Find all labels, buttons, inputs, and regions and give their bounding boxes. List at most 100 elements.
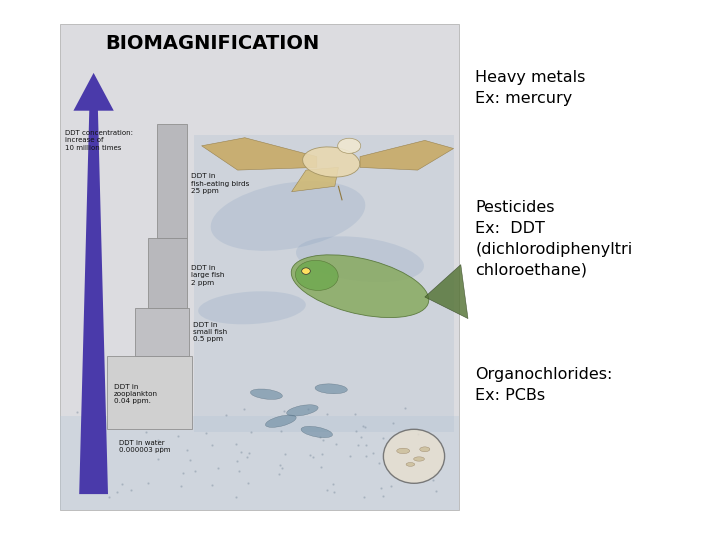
Point [307, 453, 319, 462]
Point [230, 440, 242, 449]
Point [428, 470, 440, 478]
Point [173, 431, 184, 440]
Point [155, 443, 166, 451]
Point [241, 453, 253, 461]
Bar [60, 24, 459, 510]
Point [220, 410, 231, 419]
Point [111, 488, 122, 496]
Ellipse shape [302, 268, 310, 274]
Ellipse shape [266, 415, 296, 427]
Point [117, 423, 128, 432]
Point [274, 461, 286, 470]
Text: DDT in
small fish
0.5 ppm: DDT in small fish 0.5 ppm [193, 322, 227, 342]
Point [181, 446, 193, 455]
Point [357, 422, 369, 430]
Ellipse shape [420, 447, 430, 451]
Point [314, 433, 325, 442]
Point [206, 481, 217, 489]
Point [360, 451, 372, 460]
Ellipse shape [413, 457, 424, 461]
Ellipse shape [383, 429, 444, 483]
Point [377, 491, 389, 500]
Text: BIOMAGNIFICATION: BIOMAGNIFICATION [105, 33, 320, 53]
Point [238, 404, 250, 413]
Point [120, 421, 132, 430]
Point [177, 469, 189, 477]
Bar [148, 238, 187, 308]
Point [427, 476, 438, 485]
Point [352, 441, 364, 450]
Ellipse shape [406, 462, 415, 466]
Point [317, 436, 328, 444]
Point [233, 467, 244, 475]
Ellipse shape [301, 427, 333, 437]
Bar [60, 416, 459, 510]
Point [90, 485, 102, 494]
Text: DDT concentration:
increase of
10 million times: DDT concentration: increase of 10 millio… [65, 130, 132, 151]
Point [278, 407, 289, 415]
Point [153, 436, 164, 444]
Point [212, 464, 224, 472]
Bar [157, 124, 187, 238]
Point [385, 482, 397, 490]
Point [139, 414, 150, 423]
Point [375, 484, 387, 492]
Point [275, 427, 287, 435]
Point [153, 454, 164, 463]
Point [387, 418, 398, 427]
Ellipse shape [315, 384, 347, 394]
Point [327, 480, 338, 488]
Text: DDT in
zooplankton
0.04 ppm.: DDT in zooplankton 0.04 ppm. [114, 384, 158, 404]
Polygon shape [73, 73, 114, 494]
Point [377, 434, 389, 442]
Ellipse shape [211, 181, 365, 251]
Point [85, 469, 96, 478]
Point [351, 427, 362, 436]
Point [356, 433, 367, 441]
Point [345, 452, 356, 461]
Point [189, 466, 201, 475]
Point [374, 459, 385, 468]
Point [360, 440, 372, 449]
Point [120, 440, 132, 448]
Point [349, 409, 361, 418]
Text: Heavy metals
Ex: mercury: Heavy metals Ex: mercury [475, 70, 585, 106]
Point [316, 449, 328, 458]
Point [71, 408, 83, 416]
Point [230, 493, 242, 502]
Point [116, 480, 127, 489]
Point [125, 486, 137, 495]
Point [92, 487, 104, 496]
Point [104, 493, 115, 502]
Text: DDT in
fish-eating birds
25 ppm: DDT in fish-eating birds 25 ppm [191, 173, 249, 194]
Point [200, 429, 212, 438]
Polygon shape [360, 140, 454, 170]
Point [80, 454, 91, 462]
Ellipse shape [296, 237, 424, 282]
Point [243, 449, 255, 457]
Point [235, 448, 247, 456]
Point [330, 440, 341, 448]
Point [321, 485, 333, 494]
Point [274, 470, 285, 478]
Polygon shape [194, 135, 454, 432]
Point [322, 410, 333, 418]
Point [279, 450, 291, 458]
Point [276, 464, 287, 472]
Point [140, 428, 152, 436]
Text: DDT in
large fish
2 ppm: DDT in large fish 2 ppm [191, 265, 224, 286]
Point [358, 493, 369, 502]
Point [245, 427, 256, 436]
Ellipse shape [397, 448, 410, 454]
Point [315, 462, 326, 471]
Bar [107, 356, 192, 429]
Ellipse shape [302, 147, 360, 177]
Point [175, 482, 186, 490]
Ellipse shape [198, 291, 306, 325]
Ellipse shape [287, 405, 318, 416]
Point [231, 457, 243, 465]
Ellipse shape [291, 255, 429, 318]
Text: DDT in water
0.000003 ppm: DDT in water 0.000003 ppm [119, 440, 171, 454]
Point [243, 478, 254, 487]
Point [366, 449, 378, 457]
